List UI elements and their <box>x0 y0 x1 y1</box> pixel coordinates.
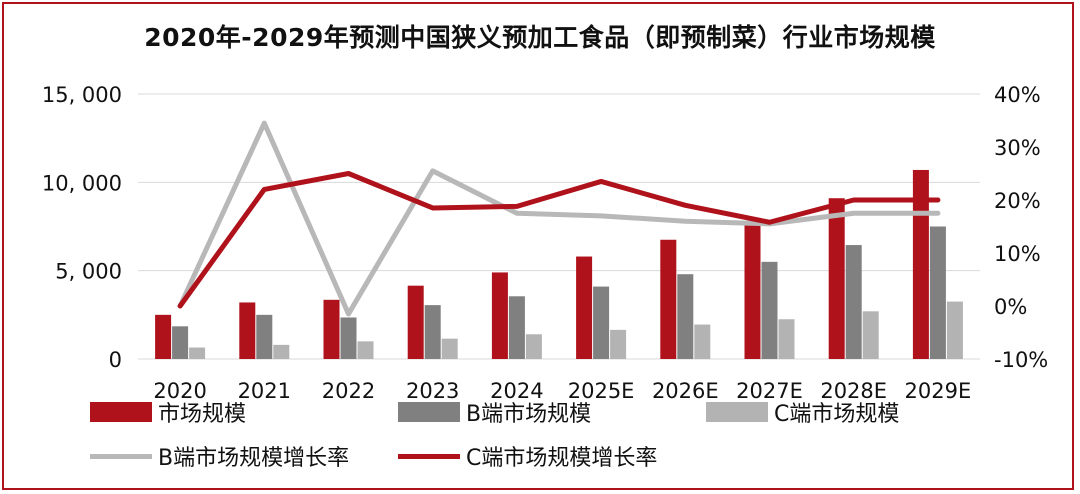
legend-item-b-growth: B端市场规模增长率 <box>90 440 349 472</box>
right-tick-label: 40% <box>994 83 1041 107</box>
bar-市场规模-2029E <box>912 169 929 359</box>
right-tick-label: -10% <box>994 348 1048 372</box>
legend-swatch-b-growth <box>90 453 152 459</box>
bar-市场规模-2027E <box>744 222 761 359</box>
legend-item-c-market-size: C端市场规模 <box>706 396 899 428</box>
bar-B端市场规模-2020 <box>172 326 189 359</box>
x-tick-label: 2026E <box>652 379 719 403</box>
right-tick-label: 30% <box>994 136 1041 160</box>
bar-C端市场规模-2026E <box>694 324 711 359</box>
line-series <box>177 120 941 317</box>
legend-label-market-size: 市场规模 <box>158 402 247 427</box>
left-tick-label: 10, 000 <box>42 171 122 195</box>
bar-C端市场规模-2022 <box>357 341 374 359</box>
x-tick-label: 2022 <box>322 379 375 403</box>
legend-label-c-growth: C端市场规模增长率 <box>466 446 658 471</box>
right-axis-ticks: -10% 0% 10% 20% 30% 40% <box>994 83 1048 372</box>
left-tick-label: 15, 000 <box>42 83 122 107</box>
bar-B端市场规模-2028E <box>845 245 862 359</box>
x-tick-label: 2023 <box>406 379 459 403</box>
bar-C端市场规模-2029E <box>946 301 963 359</box>
x-tick-label: 2025E <box>568 379 635 403</box>
bar-B端市场规模-2024 <box>508 296 525 359</box>
x-tick-label: 2020 <box>153 379 206 403</box>
bar-B端市场规模-2026E <box>677 274 694 359</box>
line-B端市场规模增长率 <box>177 120 941 317</box>
bar-B端市场规模-2023 <box>424 305 441 359</box>
x-axis-ticks: 2020 2021 2022 2023 2024 2025E 2026E 2027E 2028E… <box>153 379 971 403</box>
left-tick-label: 0 <box>109 348 122 372</box>
legend-swatch-market-size <box>90 402 152 422</box>
bar-C端市场规模-2025E <box>610 329 627 359</box>
left-tick-label: 5, 000 <box>55 260 122 284</box>
bar-B端市场规模-2022 <box>340 317 357 359</box>
bar-市场规模-2022 <box>323 299 340 359</box>
bar-市场规模-2023 <box>407 285 424 359</box>
x-tick-label: 2021 <box>238 379 291 403</box>
bar-C端市场规模-2027E <box>778 319 795 359</box>
legend-label-b-market-size: B端市场规模 <box>466 402 592 427</box>
right-tick-label: 10% <box>994 242 1041 266</box>
bar-C端市场规模-2020 <box>189 347 206 359</box>
bar-市场规模-2028E <box>828 198 845 359</box>
x-tick-label: 2027E <box>736 379 803 403</box>
line-C端市场规模增长率 <box>177 171 941 309</box>
legend-item-market-size: 市场规模 <box>90 396 246 428</box>
legend-label-b-growth: B端市场规模增长率 <box>158 446 350 471</box>
bar-C端市场规模-2028E <box>862 311 879 359</box>
bar-C端市场规模-2023 <box>441 338 458 359</box>
right-tick-label: 20% <box>994 189 1041 213</box>
x-tick-label: 2024 <box>490 379 543 403</box>
right-tick-label: 0% <box>994 295 1027 319</box>
bar-B端市场规模-2029E <box>929 226 946 359</box>
x-tick-label: 2029E <box>905 379 972 403</box>
left-axis-ticks: 0 5, 000 10, 000 15, 000 <box>42 83 122 372</box>
bar-市场规模-2026E <box>660 239 677 359</box>
legend-item-b-market-size: B端市场规模 <box>398 396 591 428</box>
bar-市场规模-2025E <box>576 256 593 359</box>
x-tick-label: 2028E <box>820 379 887 403</box>
chart-title: 2020年-2029年预测中国狭义预加工食品（即预制菜）行业市场规模 <box>144 23 936 52</box>
bar-C端市场规模-2021 <box>273 344 290 359</box>
bar-市场规模-2020 <box>155 314 172 359</box>
bar-市场规模-2024 <box>491 272 508 359</box>
bar-市场规模-2021 <box>239 302 256 359</box>
bar-C端市场规模-2024 <box>525 334 542 359</box>
bar-B端市场规模-2027E <box>761 261 778 359</box>
legend-label-c-market-size: C端市场规模 <box>774 402 900 427</box>
bar-series <box>155 169 963 359</box>
legend-swatch-b-market-size <box>398 402 460 422</box>
bar-B端市场规模-2021 <box>256 314 273 359</box>
legend-swatch-c-market-size <box>706 402 768 422</box>
legend-swatch-c-growth <box>398 453 460 459</box>
bar-B端市场规模-2025E <box>593 286 610 359</box>
legend-item-c-growth: C端市场规模增长率 <box>398 440 657 472</box>
